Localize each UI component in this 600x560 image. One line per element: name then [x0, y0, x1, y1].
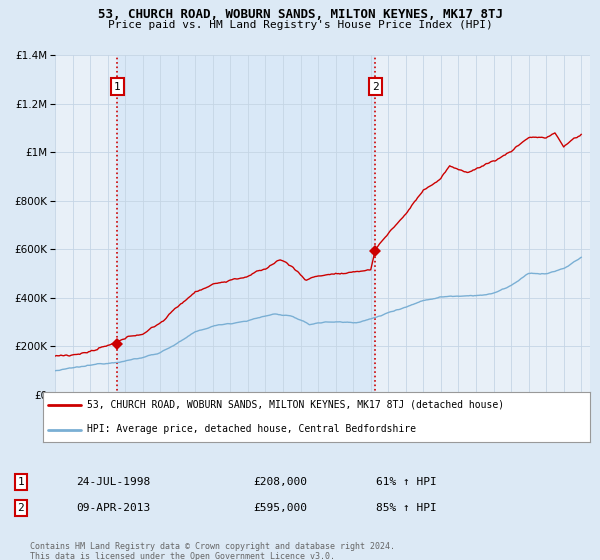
Text: 1: 1: [17, 477, 24, 487]
Text: 53, CHURCH ROAD, WOBURN SANDS, MILTON KEYNES, MK17 8TJ: 53, CHURCH ROAD, WOBURN SANDS, MILTON KE…: [97, 8, 503, 21]
Text: 1: 1: [114, 82, 121, 92]
Text: 2: 2: [372, 82, 379, 92]
Text: 53, CHURCH ROAD, WOBURN SANDS, MILTON KEYNES, MK17 8TJ (detached house): 53, CHURCH ROAD, WOBURN SANDS, MILTON KE…: [87, 399, 504, 409]
Text: 61% ↑ HPI: 61% ↑ HPI: [376, 477, 437, 487]
Text: Price paid vs. HM Land Registry's House Price Index (HPI): Price paid vs. HM Land Registry's House …: [107, 20, 493, 30]
Text: 85% ↑ HPI: 85% ↑ HPI: [376, 503, 437, 513]
Text: 2: 2: [17, 503, 24, 513]
Text: 24-JUL-1998: 24-JUL-1998: [77, 477, 151, 487]
Text: £208,000: £208,000: [253, 477, 307, 487]
Text: 09-APR-2013: 09-APR-2013: [77, 503, 151, 513]
Text: Contains HM Land Registry data © Crown copyright and database right 2024.
This d: Contains HM Land Registry data © Crown c…: [30, 542, 395, 560]
Bar: [118, 55, 376, 395]
Text: HPI: Average price, detached house, Central Bedfordshire: HPI: Average price, detached house, Cent…: [87, 424, 416, 435]
Text: £595,000: £595,000: [253, 503, 307, 513]
